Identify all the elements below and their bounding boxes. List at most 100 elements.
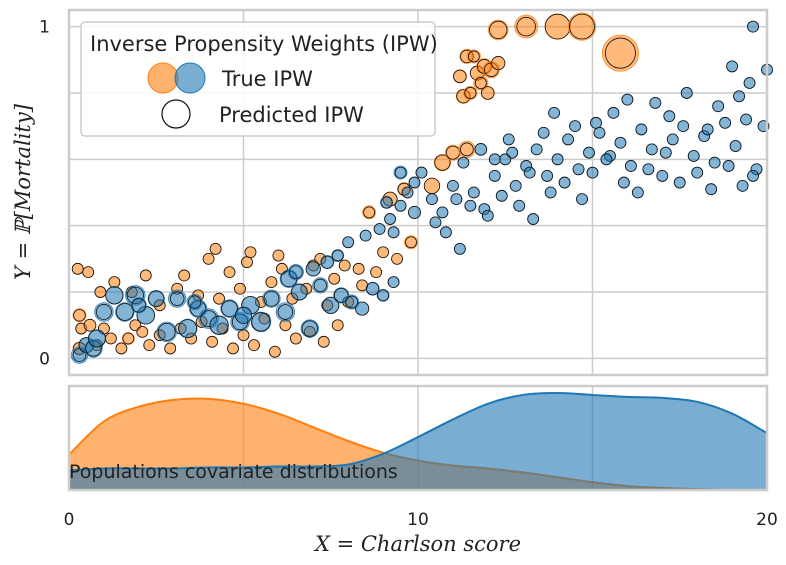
x-axis-label: X = Charlson score — [313, 532, 521, 556]
pred-ipw-point-0-25 — [269, 345, 281, 358]
legend-box — [80, 21, 436, 137]
legend-pred-label: Predicted IPW — [219, 103, 364, 127]
pred-ipw-point-1-4 — [105, 286, 124, 305]
pred-ipw-point-1-99 — [691, 166, 704, 179]
density-frame — [67, 384, 769, 492]
pred-ipw-point-1-15 — [221, 300, 238, 318]
pred-ipw-point-1-95 — [631, 186, 644, 199]
y-tick-label-0: 0 — [39, 349, 50, 369]
pred-ipw-point-1-42 — [373, 223, 386, 235]
pred-ipw-point-1-112 — [743, 77, 756, 89]
pred-ipw-point-0-13 — [143, 339, 156, 352]
pred-ipw-point-1-60 — [551, 153, 564, 166]
pred-ipw-point-1-91 — [576, 193, 588, 206]
pred-ipw-point-0-40 — [213, 292, 225, 305]
true-ipw-point-1-32 — [130, 297, 147, 314]
pred-ipw-point-1-98 — [673, 176, 686, 189]
pred-ipw-point-0-82 — [489, 20, 508, 40]
pred-ipw-point-0-1 — [82, 266, 95, 279]
pred-ipw-point-1-41 — [359, 229, 372, 242]
true-ipw-point-0-86 — [601, 34, 639, 72]
pred-ipw-point-1-126 — [394, 166, 407, 179]
pred-ipw-point-1-107 — [607, 106, 620, 119]
pred-ipw-point-1-22 — [301, 320, 318, 337]
legend-pred-marker — [161, 99, 191, 129]
pred-ipw-point-1-118 — [621, 93, 634, 106]
pred-ipw-point-0-51 — [328, 272, 341, 285]
true-ipw-point-1-126 — [393, 165, 408, 180]
density-area-1 — [69, 392, 767, 490]
pred-ipw-point-1-47 — [415, 166, 428, 179]
pred-ipw-point-1-124 — [523, 166, 536, 179]
pred-ipw-point-1-113 — [726, 60, 738, 73]
pred-ipw-point-0-63 — [363, 206, 376, 219]
pred-ipw-point-1-119 — [663, 110, 676, 123]
pred-ipw-point-1-116 — [548, 106, 561, 119]
pred-ipw-point-1-51 — [457, 156, 470, 169]
pred-ipw-point-1-104 — [502, 133, 515, 146]
true-ipw-point-1-9 — [156, 321, 178, 343]
pred-ipw-point-1-10 — [169, 291, 185, 306]
pred-ipw-point-0-11 — [129, 319, 142, 332]
pred-ipw-point-0-70 — [460, 142, 474, 157]
pred-ipw-point-1-108 — [649, 97, 662, 109]
legend-true-label: True IPW — [221, 67, 313, 91]
true-ipw-point-0-82 — [487, 19, 509, 41]
true-ipw-point-1-39 — [331, 249, 345, 262]
pred-ipw-point-1-111 — [733, 90, 745, 103]
true-ipw-point-1-18 — [250, 311, 272, 333]
scatter-y-ticks: 01 — [39, 18, 50, 370]
pred-ipw-point-1-97 — [659, 146, 672, 159]
distribution-label: Populations covariate distributions — [69, 461, 398, 483]
pred-ipw-point-1-23 — [313, 278, 327, 293]
scatter-frame — [67, 8, 769, 377]
true-ipw-point-1-23 — [312, 277, 329, 294]
pred-ipw-point-1-100 — [705, 183, 718, 196]
pred-ipw-point-1-31 — [88, 329, 106, 348]
pred-ipw-point-1-110 — [712, 100, 725, 113]
pred-ipw-point-1-8 — [148, 290, 165, 307]
pred-ipw-point-1-50 — [446, 179, 459, 192]
pred-ipw-point-1-30 — [387, 276, 400, 288]
pred-ipw-point-1-123 — [506, 146, 519, 159]
true-ipw-point-1-11 — [177, 318, 198, 339]
pred-ipw-point-0-39 — [202, 252, 215, 265]
pred-ipw-point-1-59 — [541, 170, 554, 182]
true-ipw-point-1-19 — [262, 289, 281, 308]
true-ipw-point-0-73 — [466, 49, 481, 64]
pred-ipw-point-1-68 — [635, 123, 648, 136]
pred-ipw-point-0-10 — [122, 332, 135, 345]
true-ipw-point-1-128 — [380, 196, 394, 209]
pred-ipw-point-1-127 — [408, 205, 421, 219]
pred-ipw-point-1-5 — [115, 303, 134, 321]
density-x-ticks: 0 10 20 — [64, 510, 778, 530]
pred-ipw-point-1-120 — [701, 123, 714, 136]
true-ipw-point-0-69 — [444, 144, 461, 161]
pred-ipw-point-1-61 — [562, 133, 574, 146]
true-ipw-point-1-26 — [344, 294, 360, 310]
pred-ipw-point-0-85 — [569, 13, 595, 40]
pred-ipw-point-0-34 — [139, 269, 152, 282]
pred-ipw-point-1-27 — [355, 301, 370, 316]
pred-ipw-point-1-109 — [680, 87, 693, 99]
true-ipw-point-1-33 — [186, 293, 203, 311]
pred-ipw-point-1-43 — [384, 213, 396, 225]
true-ipw-point-1-8 — [147, 290, 165, 308]
legend-true-orange-marker — [147, 62, 179, 94]
pred-ipw-point-0-66 — [405, 236, 417, 249]
pred-ipw-point-1-96 — [642, 163, 655, 176]
pred-ipw-point-1-62 — [572, 163, 585, 176]
pred-ipw-point-1-75 — [708, 156, 721, 169]
pred-ipw-point-1-84 — [464, 199, 477, 212]
pred-ipw-point-1-36 — [289, 265, 303, 279]
true-ipw-point-0-10 — [121, 332, 135, 345]
pred-ipw-point-0-73 — [467, 50, 480, 63]
pred-ipw-point-0-0 — [71, 262, 84, 275]
pred-ipw-point-1-87 — [513, 199, 526, 212]
pred-ipw-point-1-102 — [736, 179, 749, 192]
true-ipw-point-0-2 — [72, 308, 87, 323]
pred-ipw-point-1-77 — [729, 140, 742, 152]
pred-ipw-point-1-24 — [322, 296, 340, 314]
pred-ipw-point-0-45 — [265, 276, 278, 288]
